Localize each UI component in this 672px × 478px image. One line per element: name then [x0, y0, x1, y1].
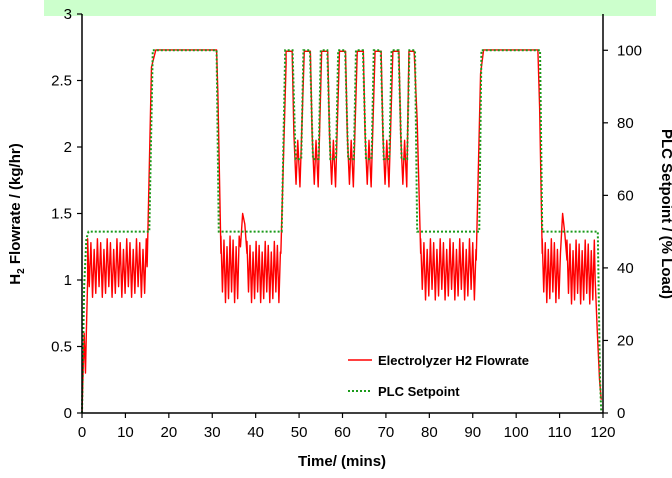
y-left-tick-label: 2.5: [51, 73, 72, 90]
x-tick-label: 10: [117, 424, 134, 441]
legend-label-setpoint: PLC Setpoint: [378, 384, 460, 399]
y-right-tick-label: 20: [617, 332, 634, 349]
y-left-tick-label: 3: [64, 6, 72, 23]
x-tick-label: 80: [421, 424, 438, 441]
x-tick-label: 60: [334, 424, 351, 441]
x-axis-title: Time/ (mins): [298, 453, 386, 470]
y-right-tick-label: 60: [617, 187, 634, 204]
y-right-tick-label: 80: [617, 115, 634, 132]
x-tick-label: 70: [378, 424, 395, 441]
y-left-axis-title: H2 Flowrate / (kg/hr): [7, 143, 27, 284]
x-tick-label: 90: [464, 424, 481, 441]
y-left-title-base: H: [7, 274, 24, 285]
flowrate-series-line: [81, 49, 602, 414]
x-tick-label: 30: [204, 424, 221, 441]
x-tick-label: 120: [590, 424, 615, 441]
y-left-tick-label: 0: [64, 405, 72, 422]
x-tick-label: 40: [247, 424, 264, 441]
tick-labels: 0 10 20 30 40 50 60 70 80 90 100 110 12000.511.522.5…: [51, 6, 642, 441]
y-left-tick-label: 1: [64, 272, 72, 289]
x-tick-label: 50: [291, 424, 308, 441]
y-right-tick-label: 40: [617, 260, 634, 277]
y-left-tick-label: 2: [64, 139, 72, 156]
legend-label-flowrate: Electrolyzer H2 Flowrate: [378, 353, 529, 368]
x-tick-label: 110: [548, 424, 572, 441]
y-right-axis-title: PLC Setpoint / (% Load): [658, 129, 672, 299]
x-tick-label: 100: [504, 424, 529, 441]
y-left-tick-label: 1.5: [51, 206, 72, 223]
header-band: [44, 0, 656, 16]
y-left-tick-label: 0.5: [51, 339, 72, 356]
ticks: [77, 13, 608, 418]
y-left-title-subscript: 2: [16, 268, 27, 274]
plot-lines: [81, 49, 603, 414]
y-left-title-rest: Flowrate / (kg/hr): [7, 143, 24, 268]
legend: Electrolyzer H2 Flowrate PLC Setpoint: [348, 353, 529, 399]
x-tick-label: 20: [160, 424, 177, 441]
y-right-tick-label: 0: [617, 405, 625, 422]
y-right-tick-label: 100: [617, 42, 642, 59]
x-tick-label: 0: [78, 424, 86, 441]
